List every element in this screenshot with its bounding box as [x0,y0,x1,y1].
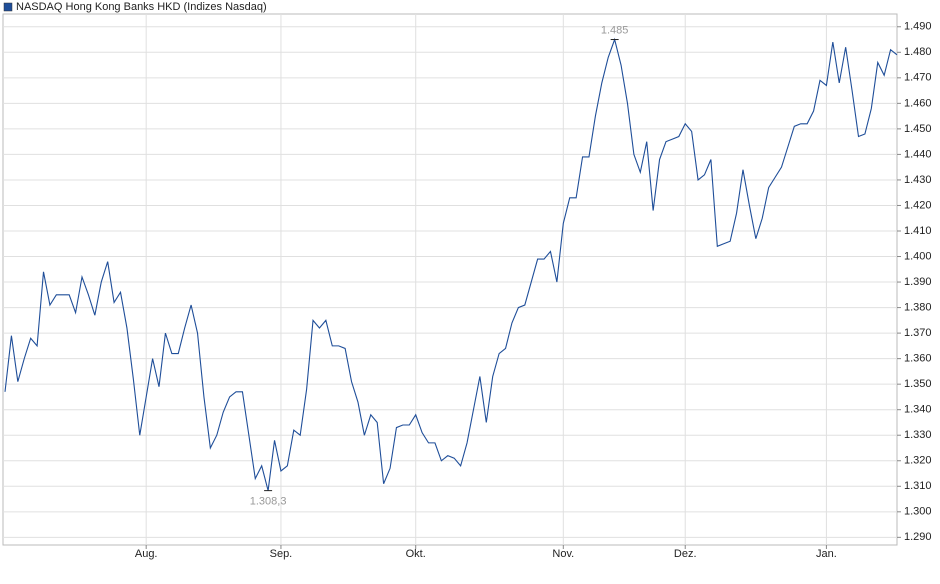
x-tick-label: Aug. [135,548,158,560]
y-tick-label: 1.310 [904,480,932,492]
y-tick-label: 1.440 [904,148,932,160]
y-tick-label: 1.420 [904,199,932,211]
y-tick-label: 1.370 [904,327,932,339]
x-tick-label: Okt. [406,548,426,560]
x-tick-label: Jan. [816,548,837,560]
y-tick-label: 1.340 [904,404,932,416]
legend-label: NASDAQ Hong Kong Banks HKD (Indizes Nasd… [16,1,267,13]
x-tick-label: Dez. [674,548,697,560]
y-tick-label: 1.410 [904,225,932,237]
y-tick-label: 1.390 [904,276,932,288]
x-tick-label: Sep. [270,548,293,560]
y-tick-label: 1.380 [904,301,932,313]
value-label: 1.308,3 [250,496,287,508]
y-tick-label: 1.290 [904,531,932,543]
value-label: 1.485 [601,24,629,36]
y-tick-label: 1.300 [904,506,932,518]
y-tick-label: 1.330 [904,429,932,441]
y-tick-label: 1.320 [904,455,932,467]
y-tick-label: 1.350 [904,378,932,390]
y-tick-label: 1.400 [904,250,932,262]
y-tick-label: 1.360 [904,353,932,365]
legend-swatch [3,2,13,12]
y-tick-label: 1.470 [904,72,932,84]
y-tick-label: 1.490 [904,21,932,33]
price-line [4,37,898,491]
y-tick-label: 1.460 [904,97,932,109]
x-tick-label: Nov. [552,548,574,560]
y-tick-label: 1.430 [904,174,932,186]
y-tick-label: 1.480 [904,46,932,58]
y-tick-label: 1.450 [904,123,932,135]
plot-frame [2,13,898,546]
